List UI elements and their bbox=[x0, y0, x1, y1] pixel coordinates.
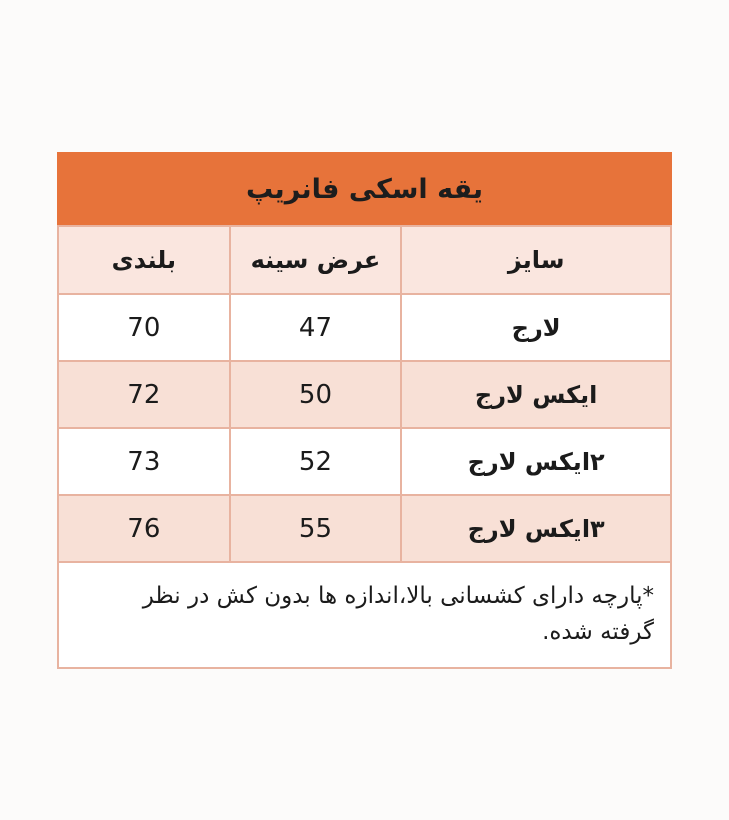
length-value-3xlarge: 76 bbox=[57, 494, 231, 563]
column-header-length: بلندی bbox=[57, 225, 231, 295]
chest-width-value-3xlarge: 55 bbox=[228, 494, 403, 563]
table-row: ۳ایکس لارج 55 76 bbox=[57, 494, 672, 563]
table-row: ۲ایکس لارج 52 73 bbox=[57, 427, 672, 496]
length-value-large: 70 bbox=[57, 293, 231, 362]
size-value-2xlarge: ۲ایکس لارج bbox=[400, 427, 672, 496]
column-header-row: سایز عرض سینه بلندی bbox=[57, 225, 672, 295]
footnote-row: *پارچه دارای کشسانی بالا،اندازه ها بدون … bbox=[57, 561, 672, 669]
table-title: یقه اسکی فانریپ bbox=[57, 152, 672, 227]
footnote-text: *پارچه دارای کشسانی بالا،اندازه ها بدون … bbox=[57, 561, 672, 669]
size-value-xlarge: ایکس لارج bbox=[400, 360, 672, 429]
chest-width-value-xlarge: 50 bbox=[228, 360, 403, 429]
table-row: لارج 47 70 bbox=[57, 293, 672, 362]
column-header-chest-width: عرض سینه bbox=[228, 225, 403, 295]
length-value-xlarge: 72 bbox=[57, 360, 231, 429]
size-value-3xlarge: ۳ایکس لارج bbox=[400, 494, 672, 563]
title-row: یقه اسکی فانریپ bbox=[57, 152, 672, 227]
chest-width-value-large: 47 bbox=[228, 293, 403, 362]
chest-width-value-2xlarge: 52 bbox=[228, 427, 403, 496]
length-value-2xlarge: 73 bbox=[57, 427, 231, 496]
size-chart-table: یقه اسکی فانریپ سایز عرض سینه بلندی لارج… bbox=[57, 152, 672, 669]
column-header-size: سایز bbox=[400, 225, 672, 295]
size-value-large: لارج bbox=[400, 293, 672, 362]
table-row: ایکس لارج 50 72 bbox=[57, 360, 672, 429]
